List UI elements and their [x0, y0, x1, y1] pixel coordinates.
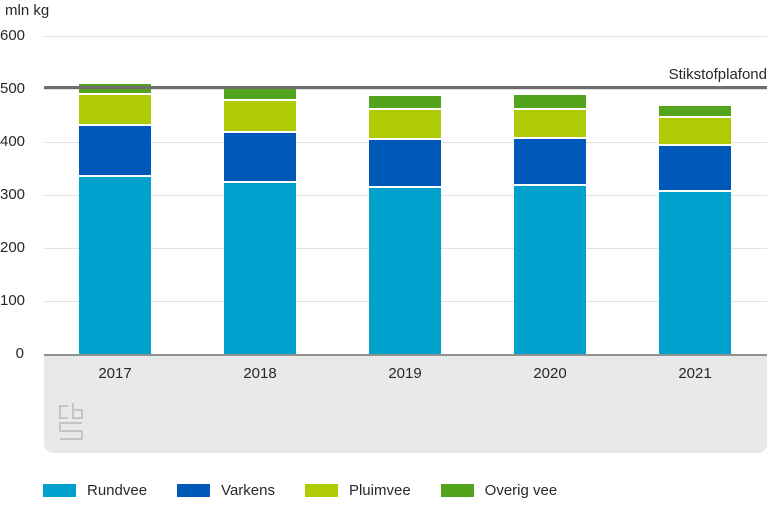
bar-2020: [514, 95, 586, 354]
x-tick-label-2018: 2018: [243, 365, 277, 382]
legend-swatch-icon: [43, 484, 76, 497]
gridline-y-500: [44, 89, 767, 90]
bar-segment-rundvee: [659, 189, 731, 354]
gridline-y-600: [44, 36, 767, 37]
bar-segment-rundvee: [369, 185, 441, 354]
y-tick-label-500: 500: [0, 80, 26, 97]
legend-label: Pluimvee: [348, 482, 411, 499]
y-tick-label-400: 400: [0, 133, 26, 150]
bar-segment-overig-vee: [514, 95, 586, 108]
legend-label: Overig vee: [484, 482, 558, 499]
x-axis-band: [44, 356, 767, 453]
bar-segment-varkens: [79, 124, 151, 176]
x-tick-label-2020: 2020: [533, 365, 567, 382]
y-tick-label-200: 200: [0, 239, 26, 256]
legend-swatch-icon: [440, 484, 474, 497]
y-tick-label-600: 600: [0, 27, 26, 44]
bar-segment-rundvee: [79, 175, 151, 354]
y-tick-label-300: 300: [0, 186, 26, 203]
x-tick-label-2019: 2019: [388, 365, 422, 382]
bar-segment-overig-vee: [659, 105, 731, 117]
legend-swatch-icon: [304, 484, 338, 497]
x-tick-label-2021: 2021: [678, 365, 712, 382]
bar-segment-rundvee: [224, 180, 296, 354]
bar-2019: [369, 95, 441, 354]
bar-segment-pluimvee: [659, 116, 731, 144]
legend: Rundvee Varkens Pluimvee Overig vee: [43, 483, 557, 498]
legend-item-overig-vee: Overig vee: [440, 482, 558, 499]
bar-segment-pluimvee: [79, 92, 151, 125]
reference-line-label: Stikstofplafond: [668, 66, 767, 83]
legend-item-rundvee: Rundvee: [43, 483, 147, 498]
cbs-logo-icon: [56, 402, 86, 449]
bar-segment-overig-vee: [224, 89, 296, 100]
bar-segment-pluimvee: [369, 108, 441, 139]
bar-segment-varkens: [369, 138, 441, 186]
bar-2017: [79, 83, 151, 354]
bar-segment-pluimvee: [224, 99, 296, 131]
legend-label: Rundvee: [87, 482, 148, 499]
y-axis-unit-label: mln kg: [5, 2, 50, 19]
bar-segment-varkens: [224, 130, 296, 181]
reference-line: [44, 85, 767, 89]
bar-segment-rundvee: [514, 184, 586, 354]
bar-2021: [659, 105, 731, 354]
bar-segment-varkens: [514, 137, 586, 185]
x-tick-label-2017: 2017: [98, 365, 132, 382]
legend-item-pluimvee: Pluimvee: [304, 482, 411, 499]
y-tick-label-100: 100: [0, 292, 26, 309]
legend-label: Varkens: [221, 482, 275, 499]
bar-segment-pluimvee: [514, 107, 586, 138]
bar-segment-overig-vee: [369, 95, 441, 109]
legend-item-varkens: Varkens: [177, 483, 275, 498]
y-tick-label-0: 0: [15, 345, 24, 362]
x-axis-line: [44, 354, 767, 356]
bar-2018: [224, 89, 296, 354]
legend-swatch-icon: [177, 484, 211, 497]
bar-segment-varkens: [659, 143, 731, 190]
